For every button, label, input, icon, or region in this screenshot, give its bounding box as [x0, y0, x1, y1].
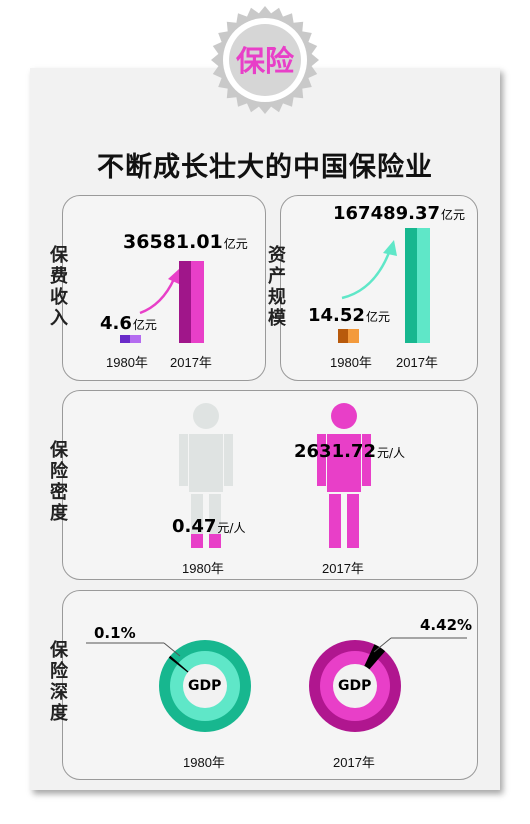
- person-2017-icon: [317, 403, 371, 548]
- badge-seal-icon: 保险: [211, 6, 319, 114]
- premium-bar-2017-light: [191, 261, 204, 343]
- growth-arrow-icon: [341, 249, 392, 300]
- donut-2017-center: [333, 664, 377, 708]
- assets-bars: [338, 228, 430, 343]
- density-2017-value: 2631.72元/人: [294, 441, 406, 462]
- growth-arrow-icon: [139, 278, 176, 315]
- arrow-head-icon: [383, 240, 397, 256]
- premium-1980-value: 4.6亿元: [100, 313, 157, 334]
- depth-1980-value: 0.1%: [94, 624, 136, 642]
- insurance-badge: 保险: [210, 5, 320, 115]
- density-panel: [62, 390, 478, 580]
- assets-panel: [280, 195, 478, 381]
- density-1980-value: 0.47元/人: [172, 516, 246, 537]
- person-1980-icon: [179, 403, 233, 548]
- premium-bar-1980-dark: [120, 335, 130, 343]
- premium-bar-1980-light: [130, 335, 141, 343]
- depth-panel: [62, 590, 478, 780]
- density-year-1980: 1980年: [182, 561, 224, 576]
- assets-year-1980: 1980年: [330, 355, 372, 370]
- page-title: 不断成长壮大的中国保险业: [97, 152, 433, 183]
- depth-donuts: [86, 637, 467, 732]
- premium-bars: [120, 261, 204, 343]
- person-1980-fill: [191, 534, 203, 548]
- premium-panel: [62, 195, 266, 381]
- premium-2017-value: 36581.01亿元: [123, 231, 248, 253]
- assets-label: 资产规模: [268, 245, 286, 329]
- density-year-2017: 2017年: [322, 561, 364, 576]
- premium-bar-2017-dark: [179, 261, 191, 343]
- premium-year-1980: 1980年: [106, 355, 148, 370]
- assets-year-2017: 2017年: [396, 355, 438, 370]
- assets-bar-2017-light: [417, 228, 430, 343]
- badge-label: 保险: [235, 44, 295, 78]
- donut-2017-gdp-label: GDP: [338, 678, 372, 694]
- depth-label: 保险深度: [50, 640, 68, 724]
- assets-bar-2017-dark: [405, 228, 417, 343]
- depth-year-1980: 1980年: [183, 755, 225, 770]
- donut-1980-center: [183, 664, 227, 708]
- assets-1980-value: 14.52亿元: [308, 305, 390, 326]
- donut-1980-gdp-label: GDP: [188, 678, 222, 694]
- premium-year-2017: 2017年: [170, 355, 212, 370]
- arrow-head-icon: [168, 269, 179, 284]
- premium-label: 保费收入: [50, 245, 68, 329]
- density-label: 保险密度: [50, 440, 68, 524]
- assets-bar-1980-dark: [338, 329, 348, 343]
- assets-2017-value: 167489.37亿元: [333, 203, 466, 224]
- assets-bar-1980-light: [348, 329, 359, 343]
- depth-2017-value: 4.42%: [420, 616, 473, 634]
- depth-year-2017: 2017年: [333, 755, 375, 770]
